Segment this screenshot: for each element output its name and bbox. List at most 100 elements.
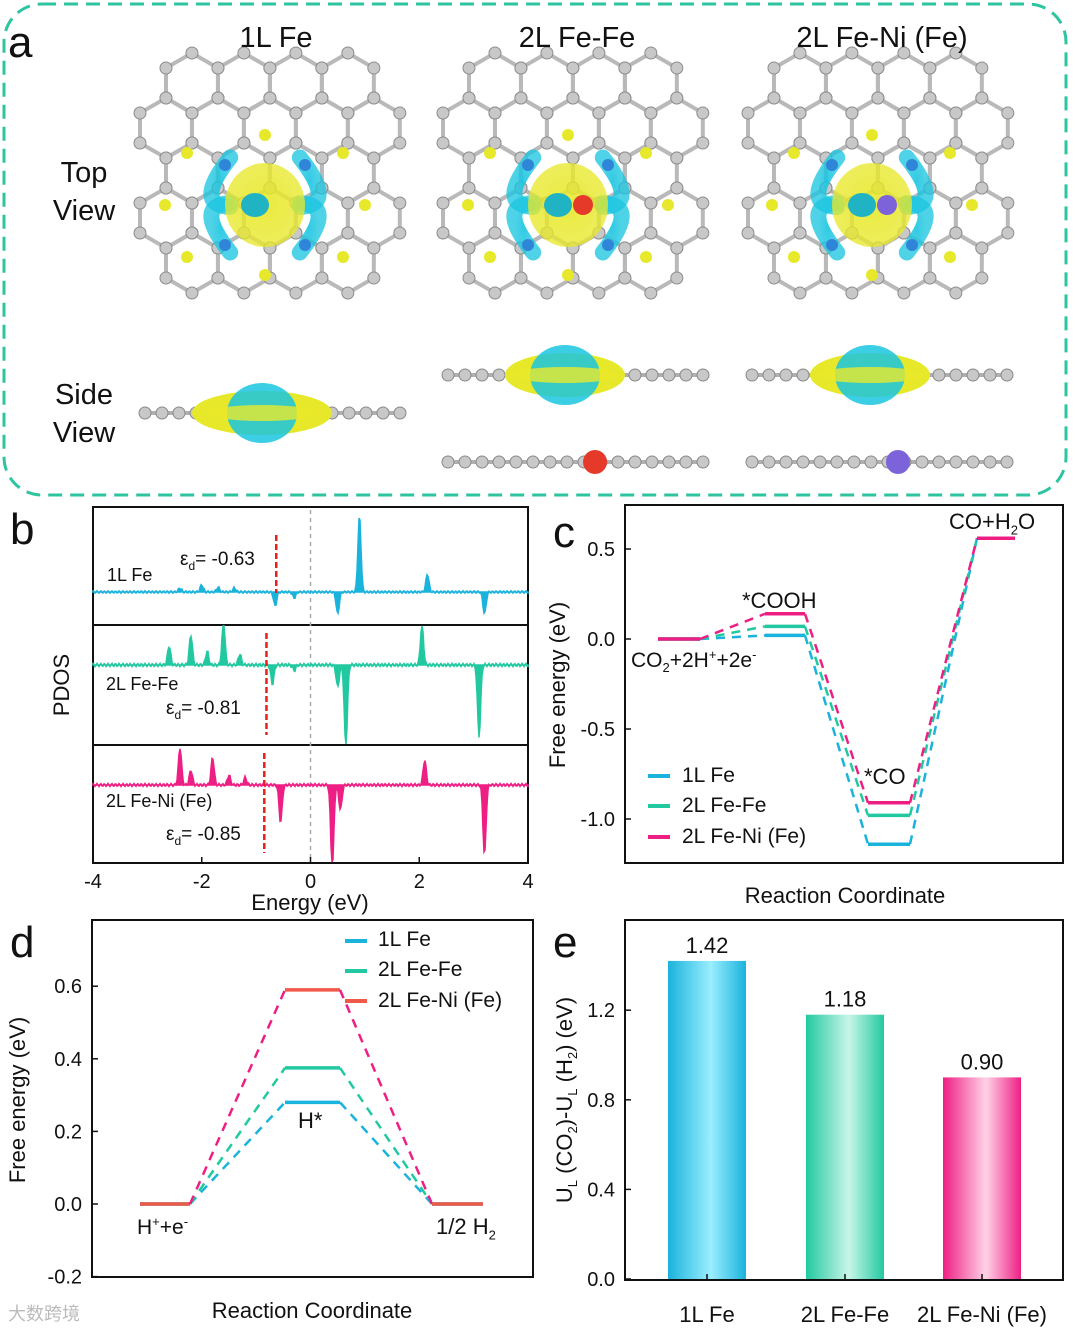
carbon-atom <box>514 91 528 105</box>
carbon-atom <box>745 455 759 469</box>
carbon-atom <box>975 241 989 255</box>
carbon-atom <box>813 455 827 469</box>
carbon-atom <box>923 241 937 255</box>
carbon-atom <box>696 368 710 382</box>
carbon-atom <box>670 241 684 255</box>
carbon-atom <box>796 455 810 469</box>
carbon-atom <box>628 455 642 469</box>
carbon-atom <box>458 455 472 469</box>
carbon-atom <box>172 406 186 420</box>
nitrogen-atom <box>906 239 918 251</box>
carbon-atom <box>741 106 755 120</box>
yellow-isosurface <box>181 251 193 263</box>
carbon-atom <box>975 61 989 75</box>
d-state-h2: 1/2 H2 <box>436 1214 496 1242</box>
side-chain-2l-fe-fe-bottom <box>441 455 710 469</box>
nitrogen-atom <box>219 239 231 251</box>
d-legend-1l: 1L Fe <box>378 928 431 951</box>
yellow-isosurface <box>562 129 574 141</box>
bar-0 <box>668 960 746 1279</box>
carbon-atom <box>871 61 885 75</box>
carbon-atom <box>793 286 807 300</box>
carbon-atom <box>975 181 989 195</box>
carbon-atom <box>367 241 381 255</box>
pdos-label-2lfefe: 2L Fe-Fe <box>106 674 179 694</box>
side-view-label: Side View <box>52 379 116 449</box>
charge-accumulation <box>510 367 620 383</box>
bar-value-label-0: 1.42 <box>686 933 729 958</box>
carbon-atom <box>592 136 606 150</box>
carbon-atom <box>488 136 502 150</box>
carbon-atom <box>696 196 710 210</box>
carbon-atom <box>289 106 303 120</box>
carbon-atom <box>662 368 676 382</box>
carbon-atom <box>211 271 225 285</box>
c-connector-1-0 <box>699 625 766 641</box>
pdos-x-tick-label: -2 <box>193 871 211 893</box>
carbon-atom <box>611 455 625 469</box>
carbon-atom <box>975 91 989 105</box>
metal-atom <box>877 195 897 215</box>
title-2l-fe-ni: 2L Fe-Ni (Fe) <box>796 22 968 54</box>
d-y-tick-label: 0.6 <box>54 976 82 998</box>
carbon-atom <box>462 61 476 75</box>
d-connector-0-1 <box>339 1101 433 1205</box>
carbon-atom <box>741 136 755 150</box>
carbon-atom <box>543 455 557 469</box>
yellow-isosurface <box>966 199 978 211</box>
carbon-atom <box>897 286 911 300</box>
carbon-atom <box>845 106 859 120</box>
title-2l-fe-fe: 2L Fe-Fe <box>518 22 636 54</box>
t: )-U <box>551 1095 577 1127</box>
d-y-tick-label: 0.0 <box>54 1194 82 1216</box>
panel-d-label: d <box>10 918 35 967</box>
carbon-atom <box>762 368 776 382</box>
yellow-isosurface <box>866 269 878 281</box>
carbon-atom <box>696 136 710 150</box>
carbon-atom <box>159 271 173 285</box>
yellow-isosurface <box>484 251 496 263</box>
t: 2 <box>1010 522 1018 538</box>
yellow-isosurface <box>640 147 652 159</box>
carbon-atom <box>488 226 502 240</box>
yellow-isosurface <box>337 147 349 159</box>
carbon-atom <box>514 271 528 285</box>
carbon-atom <box>393 406 407 420</box>
c-state-cooh: *COOH <box>742 588 817 613</box>
e-y-tick-label: 0.0 <box>587 1269 615 1291</box>
pdos-label-2lfeni: 2L Fe-Ni (Fe) <box>106 791 213 811</box>
carbon-atom <box>462 241 476 255</box>
carbon-atom <box>211 61 225 75</box>
t: U <box>551 1187 577 1204</box>
carbon-atom <box>847 455 861 469</box>
nitrogen-atom <box>219 159 231 171</box>
pdos-xlabel: Energy (eV) <box>251 890 369 915</box>
carbon-atom <box>566 151 580 165</box>
d-state-h: H++e- <box>137 1214 188 1240</box>
carbon-atom <box>696 455 710 469</box>
carbon-atom <box>670 271 684 285</box>
nitrogen-atom <box>602 239 614 251</box>
carbon-atom <box>462 181 476 195</box>
carbon-atom <box>644 136 658 150</box>
carbon-atom <box>767 61 781 75</box>
pdos-ylabel: PDOS <box>49 653 74 717</box>
d-connector-1-0 <box>188 1067 287 1205</box>
t: +2H <box>669 649 709 672</box>
c-state-co2: CO2+2H++2e- <box>631 647 756 675</box>
t: 2 <box>565 1126 581 1134</box>
t: ) (eV) <box>551 996 577 1052</box>
carbon-atom <box>289 46 303 60</box>
bar-category-label-2: 2L Fe-Ni (Fe) <box>917 1302 1047 1327</box>
carbon-atom <box>871 151 885 165</box>
bar-category-label-1: 2L Fe-Fe <box>801 1302 889 1327</box>
carbon-atom <box>289 286 303 300</box>
top-isosurface-2l-fe-ni <box>766 129 978 281</box>
lattice-1l-fe <box>133 46 407 300</box>
top-view-label: Top View <box>52 157 116 227</box>
t: - <box>752 647 757 662</box>
carbon-atom <box>932 368 946 382</box>
carbon-atom <box>923 271 937 285</box>
charge-accumulation <box>815 367 925 383</box>
